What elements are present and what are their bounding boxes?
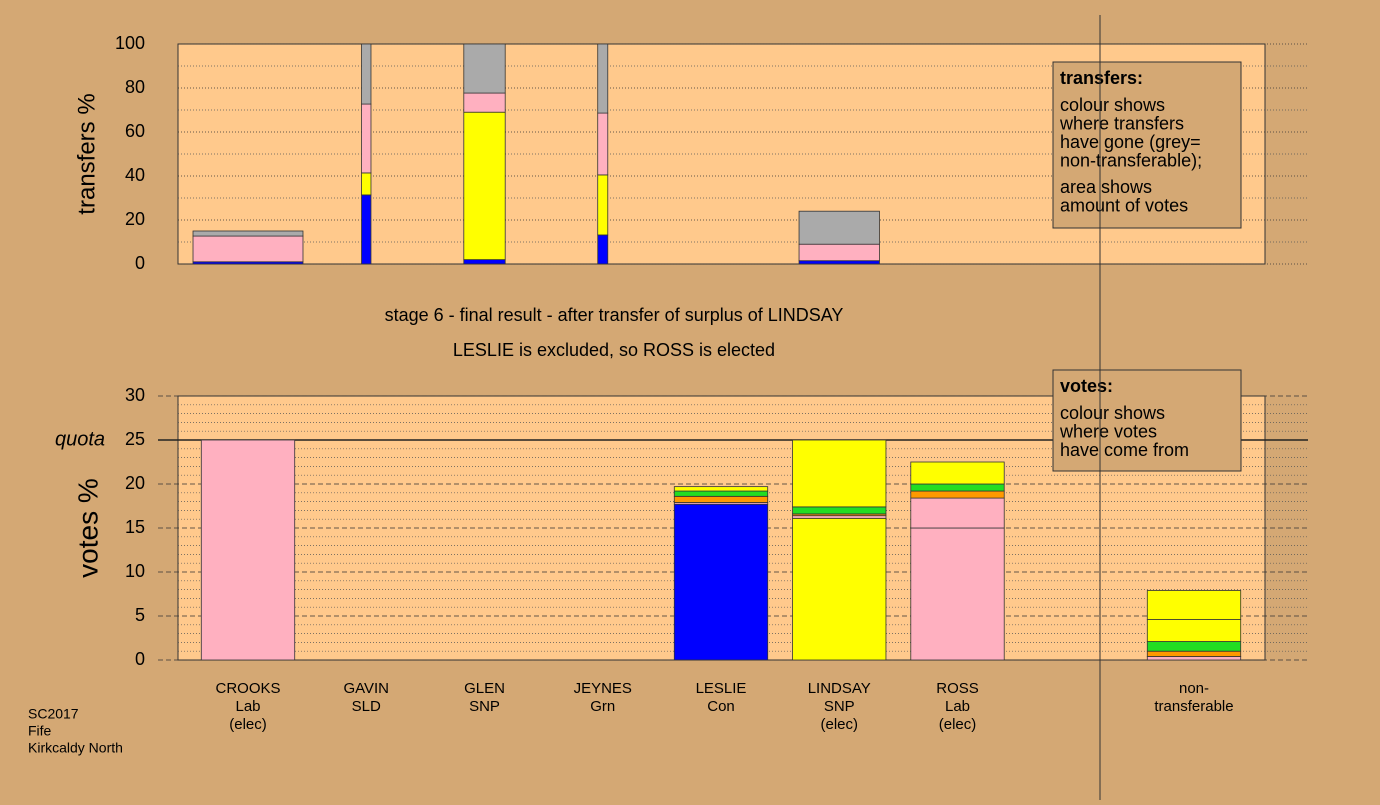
bar-segment (598, 235, 608, 264)
x-tick-label: CROOKS (215, 680, 280, 697)
bar-segment (793, 507, 886, 514)
bar-segment (362, 173, 371, 195)
annotation-text: amount of votes (1060, 195, 1188, 215)
y-tick-label: 0 (135, 649, 145, 669)
x-tick-label: (elec) (820, 716, 858, 733)
bar-segment (464, 44, 505, 93)
annotation-text: where transfers (1059, 113, 1184, 133)
x-tick-label: SNP (824, 698, 855, 715)
bar-segment (1147, 620, 1240, 642)
y-axis-label: transfers % (73, 93, 100, 214)
y-tick-label: 20 (125, 209, 145, 229)
y-tick-label: 5 (135, 605, 145, 625)
bar-segment (464, 260, 505, 264)
bar-segment (598, 44, 608, 113)
annotation-text: colour shows (1060, 403, 1165, 423)
bar-segment (362, 44, 371, 104)
bar-segment (362, 195, 371, 264)
x-tick-label: GLEN (464, 680, 505, 697)
annotation-text: where votes (1059, 421, 1157, 441)
bar-segment (464, 112, 505, 259)
y-tick-label: 10 (125, 561, 145, 581)
x-tick-label: (elec) (939, 716, 977, 733)
bar-segment (911, 484, 1004, 491)
bar-segment (911, 498, 1004, 528)
bar-segment (674, 491, 767, 496)
bar-segment (799, 261, 879, 264)
x-tick-label: SLD (352, 698, 381, 715)
y-axis-label: votes % (72, 478, 103, 578)
y-tick-label: 20 (125, 473, 145, 493)
bar-segment (193, 231, 303, 236)
bar-segment (674, 487, 767, 491)
x-tick-label: Grn (590, 698, 615, 715)
x-tick-label: Con (707, 698, 735, 715)
bar-segment (793, 440, 886, 507)
footer-line: Fife (28, 723, 52, 739)
footer-line: Kirkcaldy North (28, 740, 123, 756)
annotation-text: non-transferable); (1060, 150, 1202, 170)
y-tick-label: 25 (125, 429, 145, 449)
annotation-text: have come from (1060, 440, 1189, 460)
bar-segment (911, 462, 1004, 484)
bar-segment (674, 504, 767, 660)
chart-subtitle: LESLIE is excluded, so ROSS is elected (453, 340, 775, 360)
annotation-title: transfers: (1060, 68, 1143, 88)
y-tick-label: 100 (115, 33, 145, 53)
bar-segment (799, 211, 879, 244)
x-tick-label: (elec) (229, 716, 267, 733)
x-tick-label: JEYNES (574, 680, 632, 697)
bar-segment (799, 244, 879, 261)
bar-segment (1147, 651, 1240, 656)
x-tick-label: ROSS (936, 680, 979, 697)
y-tick-label: 40 (125, 165, 145, 185)
x-tick-label: LESLIE (696, 680, 747, 697)
annotation-text: area shows (1060, 177, 1152, 197)
y-tick-label: 0 (135, 253, 145, 273)
y-tick-label: 15 (125, 517, 145, 537)
annotation-text: colour shows (1060, 95, 1165, 115)
footer-line: SC2017 (28, 706, 79, 722)
annotation-title: votes: (1060, 376, 1113, 396)
bar-segment (911, 528, 1004, 660)
x-tick-label: SNP (469, 698, 500, 715)
chart-title: stage 6 - final result - after transfer … (385, 305, 844, 325)
bar-segment (464, 93, 505, 112)
x-tick-label: Lab (945, 698, 970, 715)
y-tick-label: 30 (125, 385, 145, 405)
y-tick-label: 60 (125, 121, 145, 141)
bar-segment (598, 175, 608, 235)
x-tick-label: LINDSAY (808, 680, 871, 697)
annotation-text: have gone (grey= (1060, 132, 1201, 152)
x-tick-label: non- (1179, 680, 1209, 697)
bar-segment (1147, 656, 1240, 660)
bar-segment (1147, 642, 1240, 652)
bar-segment (598, 113, 608, 175)
y-tick-label: 80 (125, 77, 145, 97)
bar-segment (1147, 590, 1240, 619)
bar-segment (201, 440, 294, 660)
x-tick-label: Lab (235, 698, 260, 715)
bar-segment (193, 236, 303, 262)
bar-segment (793, 518, 886, 660)
bar-segment (674, 496, 767, 502)
bar-segment (911, 491, 1004, 498)
bar-segment (362, 104, 371, 173)
x-tick-label: transferable (1154, 698, 1233, 715)
quota-label: quota (55, 428, 105, 450)
x-tick-label: GAVIN (343, 680, 389, 697)
